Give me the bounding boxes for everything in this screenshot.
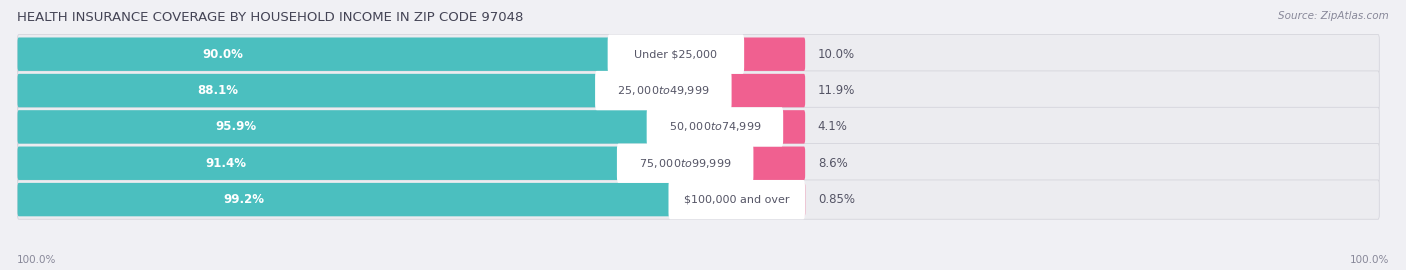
Text: 11.9%: 11.9% — [818, 84, 855, 97]
FancyBboxPatch shape — [617, 144, 754, 183]
FancyBboxPatch shape — [737, 38, 806, 71]
FancyBboxPatch shape — [776, 110, 806, 144]
FancyBboxPatch shape — [595, 71, 731, 110]
Text: 100.0%: 100.0% — [17, 255, 56, 265]
Text: 95.9%: 95.9% — [215, 120, 257, 133]
FancyBboxPatch shape — [17, 180, 1379, 219]
FancyBboxPatch shape — [724, 74, 806, 107]
Text: HEALTH INSURANCE COVERAGE BY HOUSEHOLD INCOME IN ZIP CODE 97048: HEALTH INSURANCE COVERAGE BY HOUSEHOLD I… — [17, 11, 523, 24]
Text: 0.85%: 0.85% — [818, 193, 855, 206]
Text: 88.1%: 88.1% — [197, 84, 239, 97]
FancyBboxPatch shape — [17, 71, 1379, 110]
Text: Under $25,000: Under $25,000 — [634, 49, 717, 59]
FancyBboxPatch shape — [17, 74, 602, 107]
FancyBboxPatch shape — [17, 144, 1379, 183]
Text: 10.0%: 10.0% — [818, 48, 855, 61]
Text: 90.0%: 90.0% — [202, 48, 243, 61]
FancyBboxPatch shape — [647, 107, 783, 147]
FancyBboxPatch shape — [17, 107, 1379, 147]
FancyBboxPatch shape — [17, 183, 676, 216]
Text: Source: ZipAtlas.com: Source: ZipAtlas.com — [1278, 11, 1389, 21]
FancyBboxPatch shape — [17, 147, 624, 180]
FancyBboxPatch shape — [17, 38, 614, 71]
Text: 4.1%: 4.1% — [818, 120, 848, 133]
Text: $100,000 and over: $100,000 and over — [683, 195, 790, 205]
Text: 100.0%: 100.0% — [1350, 255, 1389, 265]
FancyBboxPatch shape — [668, 180, 806, 219]
FancyBboxPatch shape — [17, 35, 1379, 74]
Text: $50,000 to $74,999: $50,000 to $74,999 — [669, 120, 761, 133]
Text: 91.4%: 91.4% — [205, 157, 246, 170]
FancyBboxPatch shape — [607, 35, 744, 74]
Text: 8.6%: 8.6% — [818, 157, 848, 170]
Text: $25,000 to $49,999: $25,000 to $49,999 — [617, 84, 710, 97]
FancyBboxPatch shape — [17, 110, 654, 144]
Text: $75,000 to $99,999: $75,000 to $99,999 — [638, 157, 731, 170]
Text: 99.2%: 99.2% — [224, 193, 264, 206]
FancyBboxPatch shape — [747, 147, 806, 180]
FancyBboxPatch shape — [797, 183, 806, 216]
